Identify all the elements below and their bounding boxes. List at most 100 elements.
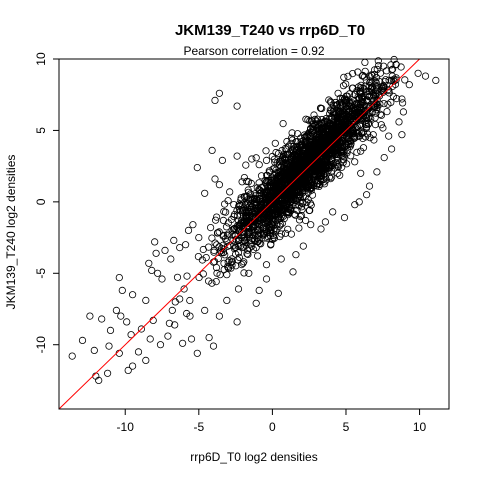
data-point — [195, 273, 203, 282]
data-point — [264, 196, 273, 204]
data-point — [336, 101, 344, 109]
data-point — [274, 215, 282, 224]
data-point — [290, 210, 298, 218]
data-point — [276, 158, 284, 166]
data-point — [308, 117, 316, 125]
data-point — [112, 306, 121, 314]
data-point — [320, 180, 329, 188]
data-point — [239, 259, 247, 267]
data-point — [303, 153, 311, 161]
data-point — [318, 165, 326, 173]
data-point — [336, 94, 344, 102]
data-point — [233, 102, 241, 110]
data-point — [391, 80, 399, 89]
data-point — [180, 285, 188, 293]
data-point — [318, 149, 327, 157]
data-point — [127, 331, 135, 339]
data-point — [291, 201, 300, 209]
data-point — [385, 89, 393, 97]
data-point — [297, 177, 305, 186]
plot-frame — [58, 58, 450, 410]
data-point — [333, 126, 342, 134]
data-point — [247, 179, 255, 187]
data-point — [158, 275, 166, 283]
data-point — [227, 264, 235, 272]
data-point — [346, 142, 354, 151]
data-point — [253, 201, 261, 209]
data-point — [349, 117, 357, 125]
data-point — [273, 221, 281, 229]
data-point — [179, 339, 187, 347]
data-point — [367, 115, 375, 123]
data-point — [296, 213, 305, 221]
data-point — [195, 234, 203, 242]
data-point — [267, 192, 275, 200]
data-point — [271, 139, 279, 147]
data-point — [359, 84, 367, 92]
data-point — [277, 230, 285, 238]
data-point — [352, 115, 360, 123]
x-tick-label: 0 — [269, 420, 276, 434]
data-point — [297, 212, 306, 220]
data-point — [285, 171, 293, 179]
data-point — [256, 203, 265, 211]
data-point — [311, 176, 319, 184]
data-point — [291, 158, 299, 166]
chart-title: JKM139_T240 vs rrp6D_T0 — [175, 22, 365, 39]
data-point — [171, 298, 179, 306]
data-point — [358, 98, 366, 106]
data-point — [309, 143, 317, 151]
data-point — [325, 96, 333, 104]
data-point — [383, 108, 391, 116]
data-point — [230, 201, 238, 209]
data-point — [202, 254, 210, 262]
data-point — [211, 175, 219, 183]
data-point — [231, 232, 239, 240]
data-point — [222, 208, 230, 216]
x-axis-label: rrp6D_T0 log2 densities — [190, 450, 317, 464]
data-point — [278, 200, 286, 208]
data-point — [205, 243, 213, 251]
data-point — [292, 197, 300, 205]
data-point — [374, 57, 382, 65]
data-point — [193, 349, 201, 357]
data-point — [377, 121, 385, 129]
data-point — [346, 126, 354, 135]
data-point — [327, 137, 335, 145]
data-point — [223, 232, 231, 240]
data-point — [320, 150, 328, 158]
data-point — [213, 213, 221, 221]
data-point — [173, 273, 182, 281]
data-point — [255, 286, 263, 294]
data-point — [264, 224, 273, 232]
data-point — [137, 325, 145, 333]
data-point — [243, 222, 252, 230]
data-point — [368, 71, 376, 80]
data-point — [252, 299, 260, 307]
data-point — [289, 268, 297, 276]
data-point — [265, 215, 273, 223]
data-point — [245, 229, 253, 237]
data-point — [134, 348, 143, 356]
data-point — [168, 306, 176, 314]
data-point — [255, 179, 263, 187]
data-point — [290, 165, 298, 174]
data-point — [270, 234, 278, 242]
data-point — [373, 168, 381, 176]
data-point — [353, 148, 361, 156]
data-point — [241, 193, 249, 201]
data-point — [194, 253, 202, 261]
data-point — [284, 225, 292, 233]
data-point — [303, 198, 311, 206]
data-point — [399, 108, 407, 116]
data-point — [267, 241, 275, 249]
data-point — [238, 178, 246, 186]
data-point — [220, 259, 228, 267]
data-point — [95, 376, 103, 384]
x-tick-label: -5 — [193, 420, 204, 434]
data-point — [118, 286, 126, 294]
data-point — [252, 244, 260, 252]
data-point — [361, 67, 369, 75]
data-point — [340, 96, 349, 104]
data-point — [262, 156, 271, 164]
